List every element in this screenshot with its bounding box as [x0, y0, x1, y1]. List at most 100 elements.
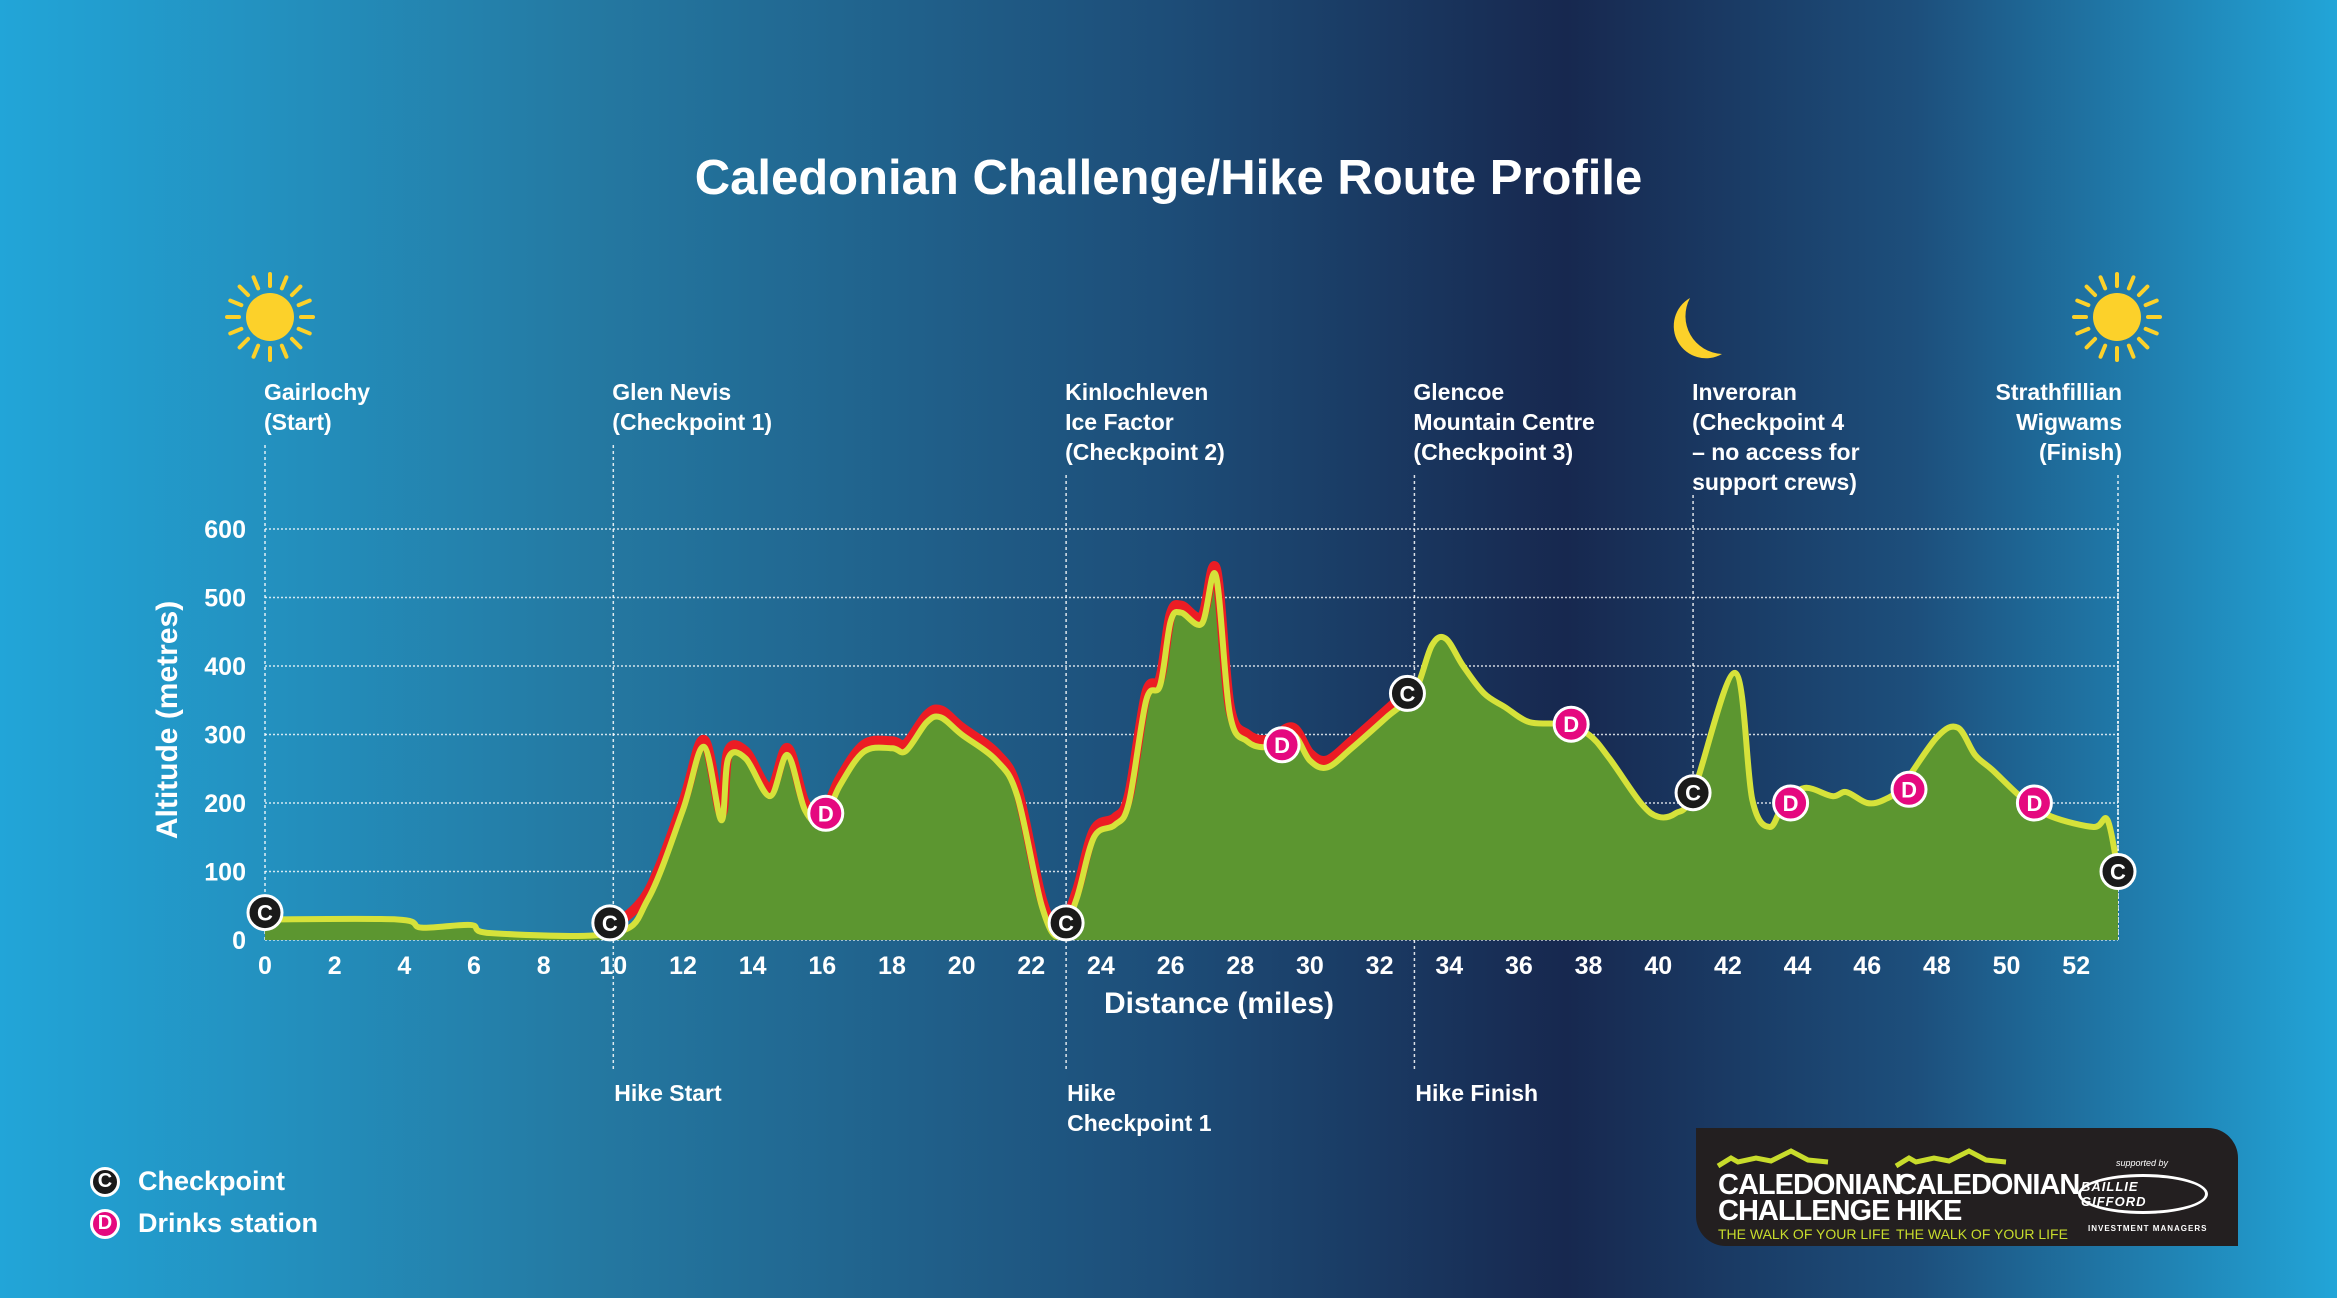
drinks-marker-circle	[1552, 705, 1590, 743]
checkpoint-marker-circle	[1674, 774, 1712, 812]
x-tick-label: 24	[1087, 952, 1115, 980]
hike-location-label: Hike Finish	[1415, 1080, 1539, 1106]
x-tick-label: 34	[1435, 952, 1463, 980]
x-tick-label: 0	[258, 952, 272, 980]
x-tick-label: 18	[878, 952, 906, 980]
checkpoint-marker: C	[1047, 904, 1085, 942]
y-tick-label: 0	[232, 927, 246, 955]
sun-ray	[2126, 275, 2136, 291]
hike-tagline: THE WALK OF YOUR LIFE	[1896, 1226, 2068, 1242]
x-tick-label: 12	[669, 952, 697, 980]
checkpoint-marker: C	[246, 894, 284, 932]
y-tick-label: 300	[204, 722, 246, 750]
x-tick-label: 28	[1226, 952, 1254, 980]
drinks-marker: D	[1552, 705, 1590, 743]
checkpoint-marker-circle	[1047, 904, 1085, 942]
x-tick-label: 14	[739, 952, 767, 980]
hike-location-label: Hike Start	[614, 1080, 722, 1106]
challenge-tagline: THE WALK OF YOUR LIFE	[1718, 1226, 1890, 1242]
y-axis-label: Altitude (metres)	[151, 601, 184, 839]
drinks-marker: D	[1263, 726, 1301, 764]
location-label: Glen Nevis (Checkpoint 1)	[612, 379, 773, 435]
sun-ray	[2084, 336, 2098, 350]
checkpoint-marker-glyph: C	[1058, 911, 1074, 936]
checkpoint-marker-glyph: C	[1685, 781, 1701, 806]
hike-logo: CALEDONIAN HIKE	[1896, 1169, 2080, 1227]
sun-icon	[2072, 272, 2162, 362]
checkpoint-marker-glyph: C	[1400, 681, 1416, 706]
sun-ray	[2084, 284, 2098, 298]
supported-by: supported by	[2116, 1158, 2169, 1168]
x-tick-label: 52	[2062, 952, 2090, 980]
y-tick-label: 400	[204, 653, 246, 681]
x-tick-label: 20	[948, 952, 976, 980]
x-tick-label: 26	[1157, 952, 1185, 980]
sun-icon	[225, 272, 315, 362]
sun-ray	[2136, 336, 2150, 350]
sun-core	[246, 293, 294, 341]
x-tick-label: 6	[467, 952, 481, 980]
x-tick-label: 32	[1366, 952, 1394, 980]
x-tick-label: 2	[328, 952, 342, 980]
altitude-line	[264, 570, 2121, 940]
drinks-marker: D	[807, 794, 845, 832]
x-tick-label: 22	[1017, 952, 1045, 980]
legend-label: Checkpoint	[138, 1166, 286, 1196]
drinks-marker-circle	[1772, 784, 1810, 822]
sun-ray	[2075, 298, 2091, 308]
drinks-marker-glyph: D	[1901, 777, 1917, 802]
x-tick-label: 8	[537, 952, 551, 980]
mountain-logo-icon	[1716, 1148, 2007, 1169]
x-axis-label: Distance (miles)	[1104, 987, 1334, 1020]
checkpoint-marker-glyph: C	[602, 911, 618, 936]
drinks-marker-glyph: D	[1563, 712, 1579, 737]
y-tick-label: 500	[204, 585, 246, 613]
sun-core	[2093, 293, 2141, 341]
checkpoint-marker: C	[2099, 853, 2137, 890]
checkpoint-marker-circle	[591, 904, 629, 942]
sponsor-logos: CALEDONIAN CHALLENGE THE WALK OF YOUR LI…	[1696, 1128, 2238, 1246]
sun-ray	[228, 298, 244, 308]
sun-ray	[251, 343, 261, 359]
sun-ray	[2126, 343, 2136, 359]
sun-ray	[296, 298, 312, 308]
sun-ray	[2143, 298, 2159, 308]
legend-drinks: D Drinks station	[90, 1208, 318, 1239]
drinks-marker: D	[1890, 770, 1928, 808]
drinks-marker-glyph: D	[1783, 791, 1799, 816]
location-label: Strathfillian Wigwams (Finish)	[1995, 379, 2122, 465]
legend-label: Drinks station	[138, 1208, 319, 1238]
sponsor-sub: INVESTMENT MANAGERS	[2088, 1224, 2208, 1233]
sun-ray	[2143, 326, 2159, 336]
drinks-marker-glyph: D	[2026, 791, 2042, 816]
checkpoint-marker: C	[1388, 674, 1426, 712]
x-tick-label: 50	[1993, 952, 2021, 980]
sponsor-logo: BAILLIE GIFFORD	[2078, 1174, 2208, 1214]
sun-ray	[2098, 343, 2108, 359]
chart-title: Caledonian Challenge/Hike Route Profile	[694, 151, 1643, 205]
x-tick-label: 38	[1575, 952, 1603, 980]
location-label: Kinlochleven Ice Factor (Checkpoint 2)	[1065, 379, 1225, 465]
location-label: Gairlochy (Start)	[264, 379, 371, 435]
sun-ray	[289, 284, 303, 298]
x-tick-label: 44	[1784, 952, 1812, 980]
sun-ray	[279, 275, 289, 291]
sun-ray	[237, 284, 251, 298]
x-tick-label: 46	[1853, 952, 1881, 980]
location-label: Glencoe Mountain Centre (Checkpoint 3)	[1413, 379, 1595, 465]
location-label: Inveroran (Checkpoint 4 – no access for …	[1692, 379, 1860, 495]
sun-ray	[279, 343, 289, 359]
x-tick-label: 4	[397, 952, 411, 980]
x-tick-label: 40	[1644, 952, 1672, 980]
challenge-logo: CALEDONIAN CHALLENGE	[1718, 1169, 1902, 1227]
drinks-marker-glyph: D	[1274, 733, 1290, 758]
x-tick-label: 16	[808, 952, 836, 980]
checkpoint-marker-circle	[1388, 674, 1426, 712]
x-tick-label: 36	[1505, 952, 1533, 980]
drinks-marker-circle	[1263, 726, 1301, 764]
sun-ray	[289, 336, 303, 350]
sun-ray	[2136, 284, 2150, 298]
checkpoint-icon: C	[90, 1166, 120, 1197]
y-tick-label: 200	[204, 790, 246, 818]
